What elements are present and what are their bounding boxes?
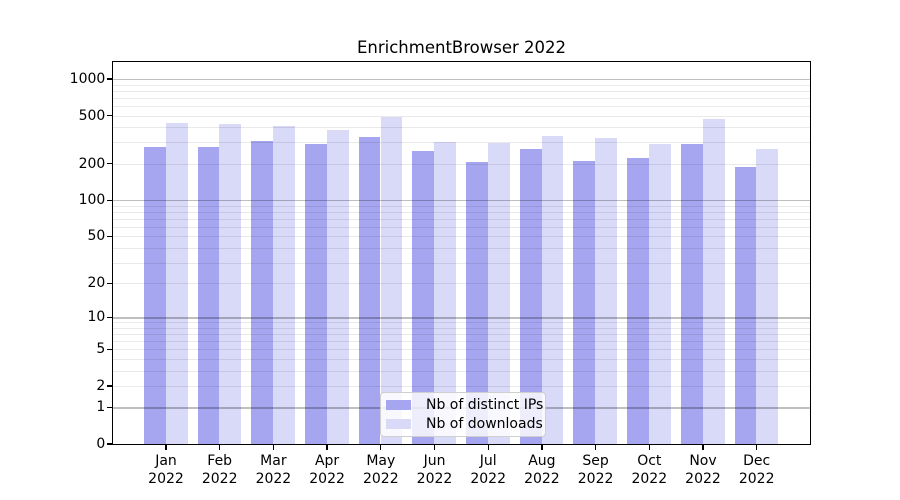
y-tick-mark bbox=[107, 406, 112, 409]
bar-downloads-mar bbox=[273, 126, 295, 444]
y-tick-label: 1 bbox=[96, 399, 106, 416]
x-tick-label-jun: Jun 2022 bbox=[416, 453, 453, 487]
x-tick-label-sep: Sep 2022 bbox=[577, 453, 614, 487]
x-tick-mark bbox=[487, 445, 489, 450]
y-tick-label: 10 bbox=[87, 309, 106, 326]
gridline-minor bbox=[113, 115, 810, 117]
x-tick-label-mar: Mar 2022 bbox=[255, 453, 292, 487]
bar-distinct-ips-may bbox=[358, 136, 381, 444]
y-tick-mark bbox=[107, 114, 112, 117]
x-tick-mark bbox=[165, 445, 167, 450]
legend-swatch-downloads bbox=[386, 418, 411, 430]
bar-distinct-ips-jul bbox=[466, 161, 488, 444]
bar-downloads-jun bbox=[434, 141, 457, 444]
bar-downloads-feb bbox=[219, 123, 242, 444]
bar-downloads-jan bbox=[165, 122, 188, 444]
bar-distinct-ips-apr bbox=[304, 144, 327, 444]
x-tick-mark bbox=[272, 445, 275, 450]
bar-downloads-apr bbox=[326, 130, 349, 444]
y-tick-label: 500 bbox=[78, 107, 106, 124]
y-tick-label: 0 bbox=[96, 436, 106, 452]
bar-downloads-jul bbox=[487, 142, 510, 444]
x-tick-label-aug: Aug 2022 bbox=[524, 453, 560, 487]
y-tick-mark bbox=[107, 282, 112, 284]
y-tick-mark bbox=[107, 235, 112, 237]
y-tick-mark bbox=[107, 199, 112, 201]
chart-title: EnrichmentBrowser 2022 bbox=[356, 38, 567, 57]
x-tick-label-apr: Apr 2022 bbox=[309, 453, 345, 487]
plot-area: Nb of distinct IPs Nb of downloads bbox=[112, 61, 811, 445]
bar-distinct-ips-jun bbox=[412, 150, 435, 444]
gridline-minor bbox=[113, 97, 810, 99]
bar-distinct-ips-dec bbox=[734, 166, 757, 444]
bar-downloads-aug bbox=[541, 135, 564, 444]
x-tick-label-feb: Feb 2022 bbox=[201, 453, 238, 487]
x-tick-mark bbox=[541, 445, 543, 450]
legend: Nb of distinct IPs Nb of downloads bbox=[380, 392, 546, 437]
legend-swatch-distinct-ips bbox=[386, 399, 411, 411]
gridline-minor bbox=[113, 84, 810, 86]
x-tick-label-oct: Oct 2022 bbox=[631, 453, 668, 487]
x-tick-label-dec: Dec 2022 bbox=[738, 453, 775, 487]
y-tick-label: 20 bbox=[87, 275, 106, 292]
legend-label-downloads: Nb of downloads bbox=[426, 416, 543, 432]
y-tick-label: 100 bbox=[78, 192, 106, 209]
bar-distinct-ips-nov bbox=[680, 144, 703, 444]
bar-downloads-nov bbox=[702, 118, 725, 444]
y-tick-label: 200 bbox=[78, 155, 106, 172]
x-tick-label-jul: Jul 2022 bbox=[470, 453, 506, 487]
y-tick-mark bbox=[107, 163, 112, 165]
y-tick-mark bbox=[107, 316, 112, 318]
x-tick-mark bbox=[594, 445, 597, 450]
x-tick-mark bbox=[756, 445, 758, 450]
bar-downloads-dec bbox=[756, 149, 779, 444]
bar-distinct-ips-jan bbox=[143, 146, 166, 444]
y-tick-mark bbox=[107, 385, 112, 387]
y-tick-label: 2 bbox=[96, 377, 106, 394]
y-tick-mark bbox=[107, 443, 112, 445]
x-tick-mark bbox=[648, 445, 650, 450]
legend-item-downloads: Nb of downloads bbox=[386, 417, 543, 431]
x-tick-mark bbox=[326, 445, 328, 450]
gridline-major bbox=[113, 79, 810, 81]
y-tick-label: 5 bbox=[96, 341, 106, 358]
x-tick-mark bbox=[702, 445, 704, 450]
x-tick-mark bbox=[380, 445, 382, 450]
bar-downloads-sep bbox=[595, 138, 618, 444]
bar-distinct-ips-oct bbox=[627, 158, 649, 444]
bar-downloads-oct bbox=[649, 144, 671, 444]
x-tick-label-nov: Nov 2022 bbox=[685, 453, 721, 487]
legend-item-distinct-ips: Nb of distinct IPs bbox=[386, 398, 543, 412]
gridline-minor bbox=[113, 90, 810, 92]
gridline-minor bbox=[113, 105, 810, 107]
x-tick-mark bbox=[219, 445, 221, 450]
y-tick-label: 50 bbox=[87, 228, 106, 245]
bar-distinct-ips-sep bbox=[573, 160, 596, 444]
bar-distinct-ips-feb bbox=[197, 146, 220, 444]
bar-downloads-may bbox=[380, 117, 403, 444]
y-tick-label: 1000 bbox=[69, 71, 106, 87]
bar-distinct-ips-mar bbox=[251, 140, 274, 444]
y-tick-mark bbox=[107, 78, 112, 80]
bar-distinct-ips-aug bbox=[519, 148, 542, 444]
x-tick-label-jan: Jan 2022 bbox=[148, 453, 184, 487]
x-tick-label-may: May 2022 bbox=[362, 453, 399, 487]
x-tick-mark bbox=[433, 445, 436, 450]
legend-label-distinct-ips: Nb of distinct IPs bbox=[426, 397, 544, 413]
y-tick-mark bbox=[107, 348, 112, 350]
